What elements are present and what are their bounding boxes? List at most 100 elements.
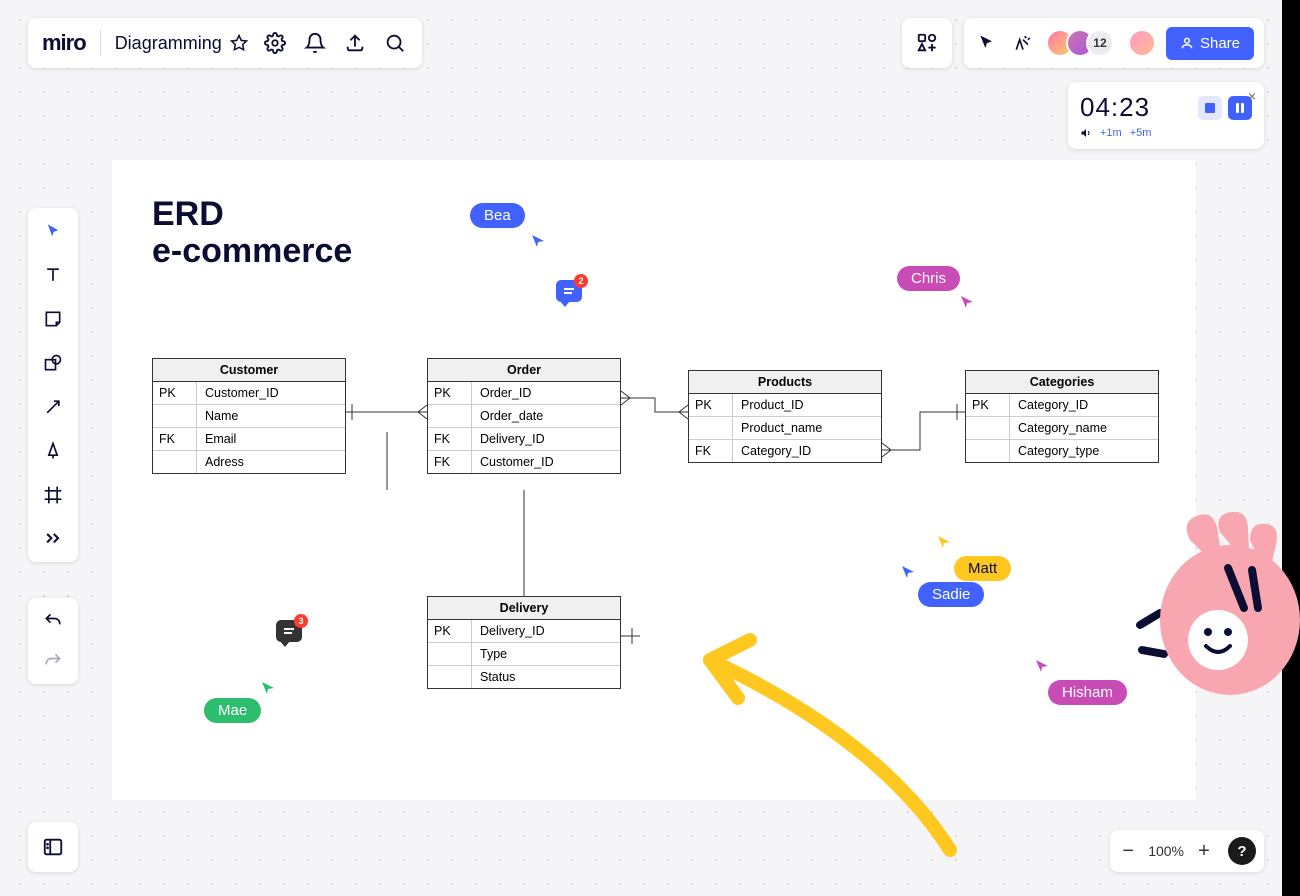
entity-key: PK — [966, 394, 1010, 416]
entity-order[interactable]: OrderPKOrder_IDOrder_dateFKDelivery_IDFK… — [427, 358, 621, 474]
person-icon — [1180, 36, 1194, 50]
timer-add-1m[interactable]: +1m — [1100, 127, 1122, 139]
zoom-in-button[interactable]: + — [1194, 840, 1214, 863]
redo-icon[interactable] — [40, 648, 66, 674]
reactions-icon[interactable] — [1010, 30, 1036, 56]
apps-button[interactable] — [902, 18, 952, 68]
board-title[interactable]: Diagramming — [115, 33, 248, 54]
timer-panel: × 04:23 +1m +5m — [1068, 82, 1264, 149]
share-button[interactable]: Share — [1166, 27, 1254, 60]
frame-tool-icon[interactable] — [40, 482, 66, 508]
comment-bubble[interactable]: 3 — [276, 620, 302, 642]
board-frame[interactable]: ERD e-commerce — [112, 160, 1196, 800]
entity-row[interactable]: FKCategory_ID — [689, 440, 881, 462]
entity-key — [689, 417, 733, 439]
frame-title-line1: ERD — [152, 196, 352, 233]
cursor-arrow-icon — [530, 233, 546, 249]
cursor-mode-icon[interactable] — [974, 30, 1000, 56]
cursor-label-bea: Bea — [470, 203, 525, 228]
entity-field: Category_type — [1010, 440, 1158, 462]
entity-row[interactable]: PKCategory_ID — [966, 394, 1158, 417]
entity-field: Category_ID — [1010, 394, 1158, 416]
entity-key: FK — [689, 440, 733, 462]
entity-categories[interactable]: CategoriesPKCategory_IDCategory_nameCate… — [965, 370, 1159, 463]
cursor-label-mae: Mae — [204, 698, 261, 723]
entity-field: Product_name — [733, 417, 881, 439]
drawn-arrow[interactable] — [680, 620, 980, 880]
pen-tool-icon[interactable] — [40, 438, 66, 464]
undo-icon[interactable] — [40, 608, 66, 634]
collaborator-avatars[interactable]: 12 — [1046, 29, 1114, 57]
entity-field: Category_ID — [733, 440, 881, 462]
frame-title[interactable]: ERD e-commerce — [152, 196, 352, 271]
select-tool-icon[interactable] — [40, 218, 66, 244]
entity-row[interactable]: Category_name — [966, 417, 1158, 440]
current-user-avatar[interactable] — [1128, 29, 1156, 57]
share-label: Share — [1200, 35, 1240, 52]
star-icon[interactable] — [230, 34, 248, 52]
cursor-arrow-icon — [900, 564, 916, 580]
text-tool-icon[interactable] — [40, 262, 66, 288]
settings-icon[interactable] — [262, 30, 288, 56]
cursor-label-matt: Matt — [954, 556, 1011, 581]
app-logo[interactable]: miro — [42, 30, 86, 56]
top-right-cluster: 12 Share — [902, 18, 1264, 68]
frames-panel-button[interactable] — [28, 822, 78, 872]
bell-icon[interactable] — [302, 30, 328, 56]
entity-key — [428, 643, 472, 665]
entity-field: Name — [197, 405, 345, 427]
entity-field: Order_date — [472, 405, 620, 427]
export-icon[interactable] — [342, 30, 368, 56]
entity-row[interactable]: PKCustomer_ID — [153, 382, 345, 405]
comment-tail — [560, 301, 570, 307]
zoom-out-button[interactable]: − — [1118, 840, 1138, 863]
entity-field: Product_ID — [733, 394, 881, 416]
search-icon[interactable] — [382, 30, 408, 56]
more-tools-icon[interactable] — [40, 526, 66, 552]
sound-icon[interactable] — [1080, 127, 1092, 139]
entity-row[interactable]: Category_type — [966, 440, 1158, 462]
entity-field: Delivery_ID — [472, 428, 620, 450]
entity-row[interactable]: FKEmail — [153, 428, 345, 451]
entity-delivery[interactable]: DeliveryPKDelivery_IDTypeStatus — [427, 596, 621, 689]
close-icon[interactable]: × — [1248, 88, 1256, 104]
frame-title-line2: e-commerce — [152, 233, 352, 270]
timer-add-5m[interactable]: +5m — [1130, 127, 1152, 139]
entity-field: Adress — [197, 451, 345, 473]
entity-row[interactable]: FKDelivery_ID — [428, 428, 620, 451]
avatar-count[interactable]: 12 — [1086, 29, 1114, 57]
entity-key — [428, 405, 472, 427]
help-button[interactable]: ? — [1228, 837, 1256, 865]
entity-header: Customer — [153, 359, 345, 382]
cursor-label-sadie: Sadie — [918, 582, 984, 607]
comment-count-badge: 3 — [294, 614, 308, 628]
history-toolbar — [28, 598, 78, 684]
zoom-value[interactable]: 100% — [1148, 843, 1184, 859]
entity-row[interactable]: Order_date — [428, 405, 620, 428]
divider — [100, 30, 101, 56]
cursor-arrow-icon — [959, 294, 975, 310]
timer-stop-button[interactable] — [1198, 96, 1222, 120]
ok-hand-sticker[interactable] — [1120, 510, 1300, 700]
apps-icon — [916, 32, 938, 54]
sticky-tool-icon[interactable] — [40, 306, 66, 332]
cursor-arrow-icon — [1034, 658, 1050, 674]
entity-row[interactable]: Status — [428, 666, 620, 688]
entity-products[interactable]: ProductsPKProduct_IDProduct_nameFKCatego… — [688, 370, 882, 463]
entity-row[interactable]: Product_name — [689, 417, 881, 440]
entity-row[interactable]: Name — [153, 405, 345, 428]
entity-row[interactable]: Adress — [153, 451, 345, 473]
connector-tool-icon[interactable] — [40, 394, 66, 420]
collab-panel: 12 Share — [964, 18, 1264, 68]
shape-tool-icon[interactable] — [40, 350, 66, 376]
entity-customer[interactable]: CustomerPKCustomer_IDNameFKEmailAdress — [152, 358, 346, 474]
entity-key: FK — [428, 428, 472, 450]
entity-key — [966, 417, 1010, 439]
zoom-panel: − 100% + ? — [1110, 830, 1264, 872]
entity-row[interactable]: PKDelivery_ID — [428, 620, 620, 643]
entity-row[interactable]: PKProduct_ID — [689, 394, 881, 417]
entity-row[interactable]: PKOrder_ID — [428, 382, 620, 405]
comment-bubble[interactable]: 2 — [556, 280, 582, 302]
entity-row[interactable]: Type — [428, 643, 620, 666]
entity-row[interactable]: FKCustomer_ID — [428, 451, 620, 473]
